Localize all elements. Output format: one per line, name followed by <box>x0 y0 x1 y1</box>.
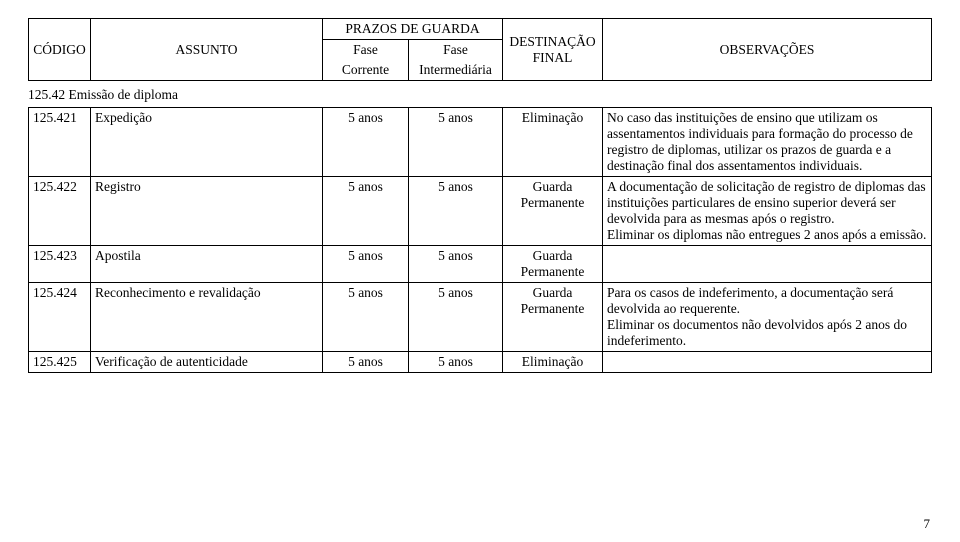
col-destinacao: DESTINAÇÃOFINAL <box>503 19 603 81</box>
cell-codigo: 125.423 <box>29 246 91 283</box>
cell-destinacao: Guarda Permanente <box>503 283 603 352</box>
cell-assunto: Reconhecimento e revalidação <box>91 283 323 352</box>
cell-fase-corrente: 5 anos <box>323 283 409 352</box>
cell-fase-corrente: 5 anos <box>323 246 409 283</box>
cell-obs: Para os casos de indeferimento, a docume… <box>603 283 932 352</box>
col-assunto: ASSUNTO <box>91 19 323 81</box>
cell-fase-corrente: 5 anos <box>323 177 409 246</box>
cell-codigo: 125.425 <box>29 352 91 373</box>
cell-obs: A documentação de solicitação de registr… <box>603 177 932 246</box>
data-table: 125.421Expedição5 anos5 anosEliminaçãoNo… <box>28 107 932 373</box>
table-row: 125.422Registro5 anos5 anosGuarda Perman… <box>29 177 932 246</box>
cell-fase-inter: 5 anos <box>409 352 503 373</box>
cell-codigo: 125.424 <box>29 283 91 352</box>
cell-codigo: 125.421 <box>29 108 91 177</box>
cell-assunto: Verificação de autenticidade <box>91 352 323 373</box>
cell-obs <box>603 352 932 373</box>
header-table: CÓDIGO ASSUNTO PRAZOS DE GUARDA DESTINAÇ… <box>28 18 932 81</box>
cell-fase-corrente: 5 anos <box>323 352 409 373</box>
table-row: 125.425Verificação de autenticidade5 ano… <box>29 352 932 373</box>
cell-obs: No caso das instituições de ensino que u… <box>603 108 932 177</box>
col-fase-inter-2: Intermediária <box>409 60 503 81</box>
col-fase-corrente-1: Fase <box>323 40 409 61</box>
cell-destinacao: Eliminação <box>503 352 603 373</box>
cell-fase-inter: 5 anos <box>409 177 503 246</box>
col-observacoes: OBSERVAÇÕES <box>603 19 932 81</box>
cell-fase-inter: 5 anos <box>409 246 503 283</box>
cell-codigo: 125.422 <box>29 177 91 246</box>
table-row: 125.424Reconhecimento e revalidação5 ano… <box>29 283 932 352</box>
cell-destinacao: Guarda Permanente <box>503 177 603 246</box>
cell-destinacao: Guarda Permanente <box>503 246 603 283</box>
page-number: 7 <box>924 516 931 532</box>
table-row: 125.421Expedição5 anos5 anosEliminaçãoNo… <box>29 108 932 177</box>
cell-fase-corrente: 5 anos <box>323 108 409 177</box>
cell-destinacao: Eliminação <box>503 108 603 177</box>
col-codigo: CÓDIGO <box>29 19 91 81</box>
cell-assunto: Expedição <box>91 108 323 177</box>
section-title: 125.42 Emissão de diploma <box>28 87 932 103</box>
cell-fase-inter: 5 anos <box>409 108 503 177</box>
cell-assunto: Apostila <box>91 246 323 283</box>
table-row: 125.423Apostila5 anos5 anosGuarda Perman… <box>29 246 932 283</box>
cell-assunto: Registro <box>91 177 323 246</box>
cell-obs <box>603 246 932 283</box>
col-fase-corrente-2: Corrente <box>323 60 409 81</box>
col-prazos: PRAZOS DE GUARDA <box>323 19 503 40</box>
cell-fase-inter: 5 anos <box>409 283 503 352</box>
col-fase-inter-1: Fase <box>409 40 503 61</box>
